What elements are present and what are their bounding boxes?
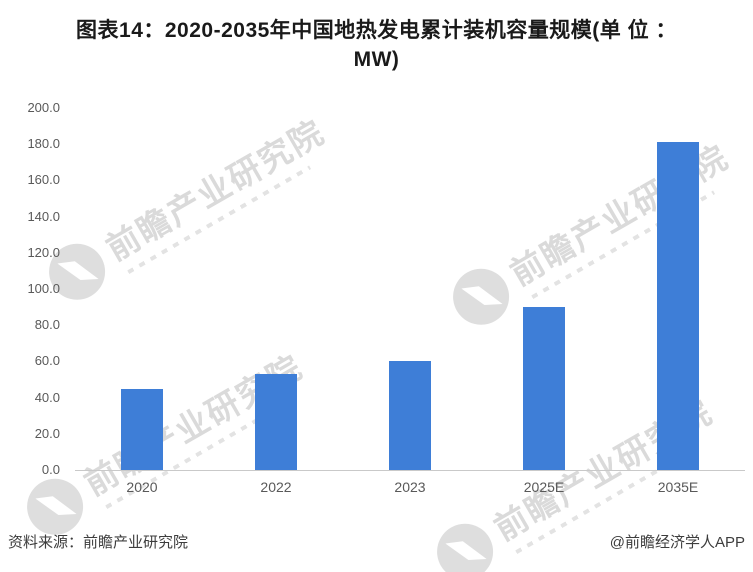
- y-axis-tick-label: 60.0: [34, 353, 60, 369]
- y-axis-tick-label: 20.0: [34, 425, 60, 441]
- chart-footer: 资料来源：前瞻产业研究院 @前瞻经济学人APP: [8, 531, 745, 552]
- bar-2022: [255, 374, 297, 470]
- y-axis-tick-label: 80.0: [34, 317, 60, 333]
- x-axis-label-2020: 2020: [126, 479, 158, 495]
- y-axis-tick-label: 40.0: [34, 389, 60, 405]
- bar-2025E: [523, 307, 565, 470]
- y-axis-tick-label: 180.0: [27, 136, 60, 152]
- y-axis-tick-label: 0.0: [41, 462, 60, 477]
- x-axis-label-2022: 2022: [260, 479, 292, 495]
- x-axis-label-2025E: 2025E: [523, 479, 565, 495]
- bar-2035E: [657, 142, 699, 470]
- y-axis-tick-label: 160.0: [27, 172, 60, 188]
- x-axis-label-2035E: 2035E: [657, 479, 699, 495]
- x-axis-label-2023: 2023: [394, 479, 426, 495]
- y-axis-tick-label: 140.0: [27, 208, 60, 224]
- y-axis-tick-label: 120.0: [27, 244, 60, 260]
- y-axis-tick-label: 200.0: [27, 100, 60, 115]
- chart-title-line2: MW): [353, 48, 400, 71]
- credit-text: @前瞻经济学人APP: [609, 534, 745, 551]
- y-axis-tick-label: 100.0: [27, 281, 60, 296]
- chart-title: 图表14：2020-2035年中国地热发电累计装机容量规模(单 位 ： MW): [25, 16, 728, 74]
- x-axis-line: [75, 470, 745, 471]
- bar-2020: [121, 389, 163, 470]
- data-source-text: 资料来源：前瞻产业研究院: [8, 534, 189, 551]
- chart-title-line1: 图表14：2020-2035年中国地热发电累计装机容量规模(单 位 ：: [76, 19, 677, 42]
- bar-2023: [389, 361, 431, 470]
